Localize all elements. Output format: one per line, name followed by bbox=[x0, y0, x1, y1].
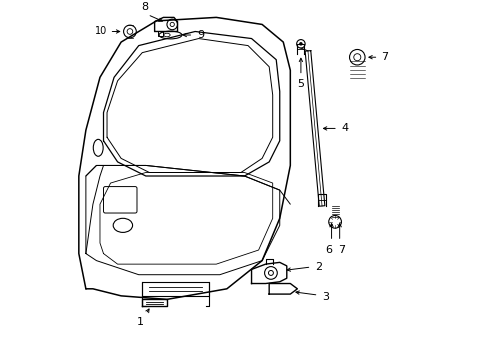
Text: 2: 2 bbox=[314, 262, 322, 272]
Text: 1: 1 bbox=[137, 317, 144, 327]
Text: 10: 10 bbox=[95, 27, 107, 36]
Text: 6: 6 bbox=[325, 245, 332, 255]
Text: 9: 9 bbox=[197, 30, 203, 40]
Circle shape bbox=[299, 42, 302, 46]
Text: 7: 7 bbox=[381, 52, 387, 62]
Text: 4: 4 bbox=[341, 123, 348, 134]
Text: 7: 7 bbox=[337, 245, 345, 255]
Text: 3: 3 bbox=[322, 292, 328, 302]
Text: 5: 5 bbox=[297, 79, 304, 89]
Text: 8: 8 bbox=[141, 2, 148, 12]
